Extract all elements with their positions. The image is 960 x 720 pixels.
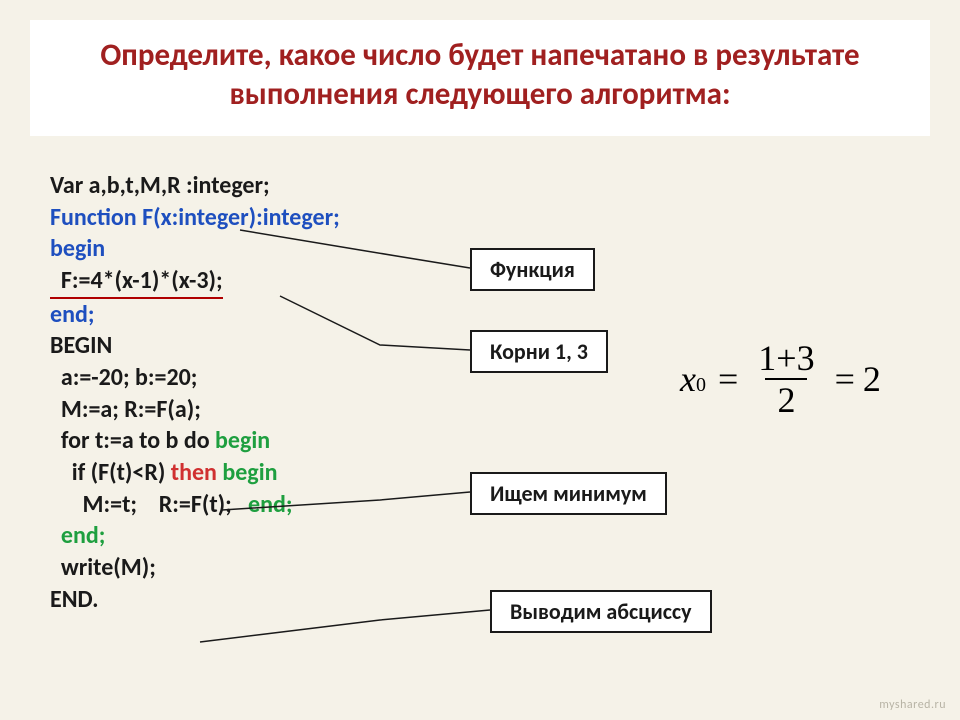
formula-eq: = [718,358,738,400]
code-text: for t:=a to b do [50,426,215,455]
code-block: Var a,b,t,M,R :integer; Function F(x:int… [50,170,340,615]
callout-abscissa: Выводим абсциссу [490,590,712,633]
callout-function: Функция [470,248,595,291]
callout-minimum: Ищем минимум [470,472,667,515]
code-line: begin [50,233,340,265]
code-kw: begin [217,458,278,487]
code-line: BEGIN [50,330,340,362]
code-line: M:=a; R:=F(a); [50,394,340,426]
code-kw: then [171,458,217,487]
code-line: end; [50,520,340,552]
code-kw: end; [61,521,105,550]
code-line: F:=4*(x-1)*(x-3); [50,265,340,299]
formula: x0 = 1+3 2 = 2 [680,340,881,418]
code-line: Function F(x:integer):integer; [50,202,340,234]
formula-sub: 0 [696,374,706,397]
code-line: Var a,b,t,M,R :integer; [50,170,340,202]
code-kw: begin [215,426,270,455]
code-text [50,521,61,550]
formula-var: x [680,358,696,400]
code-line: write(M); [50,552,340,584]
code-expr-underline: F:=4*(x-1)*(x-3); [50,265,223,299]
code-line: end; [50,299,340,331]
code-text: M:=t; R:=F(t); [50,490,248,519]
code-line: END. [50,584,340,616]
code-line: for t:=a to b do begin [50,425,340,457]
code-line: if (F(t)<R) then begin [50,457,340,489]
formula-rhs: 2 [863,358,881,400]
code-text: if (F(t)<R) [50,458,171,487]
code-line: a:=-20; b:=20; [50,362,340,394]
title-text: Определите, какое число будет напечатано… [70,36,890,114]
code-line: M:=t; R:=F(t); end; [50,489,340,521]
callout-roots: Корни 1, 3 [470,330,608,373]
watermark: myshared.ru [873,696,952,714]
title-box: Определите, какое число будет напечатано… [30,20,930,136]
formula-eq: = [835,358,855,400]
formula-denominator: 2 [765,378,807,418]
formula-numerator: 1+3 [752,340,820,378]
formula-fraction: 1+3 2 [752,340,820,418]
slide-root: Определите, какое число будет напечатано… [0,0,960,720]
code-kw: end; [248,490,292,519]
